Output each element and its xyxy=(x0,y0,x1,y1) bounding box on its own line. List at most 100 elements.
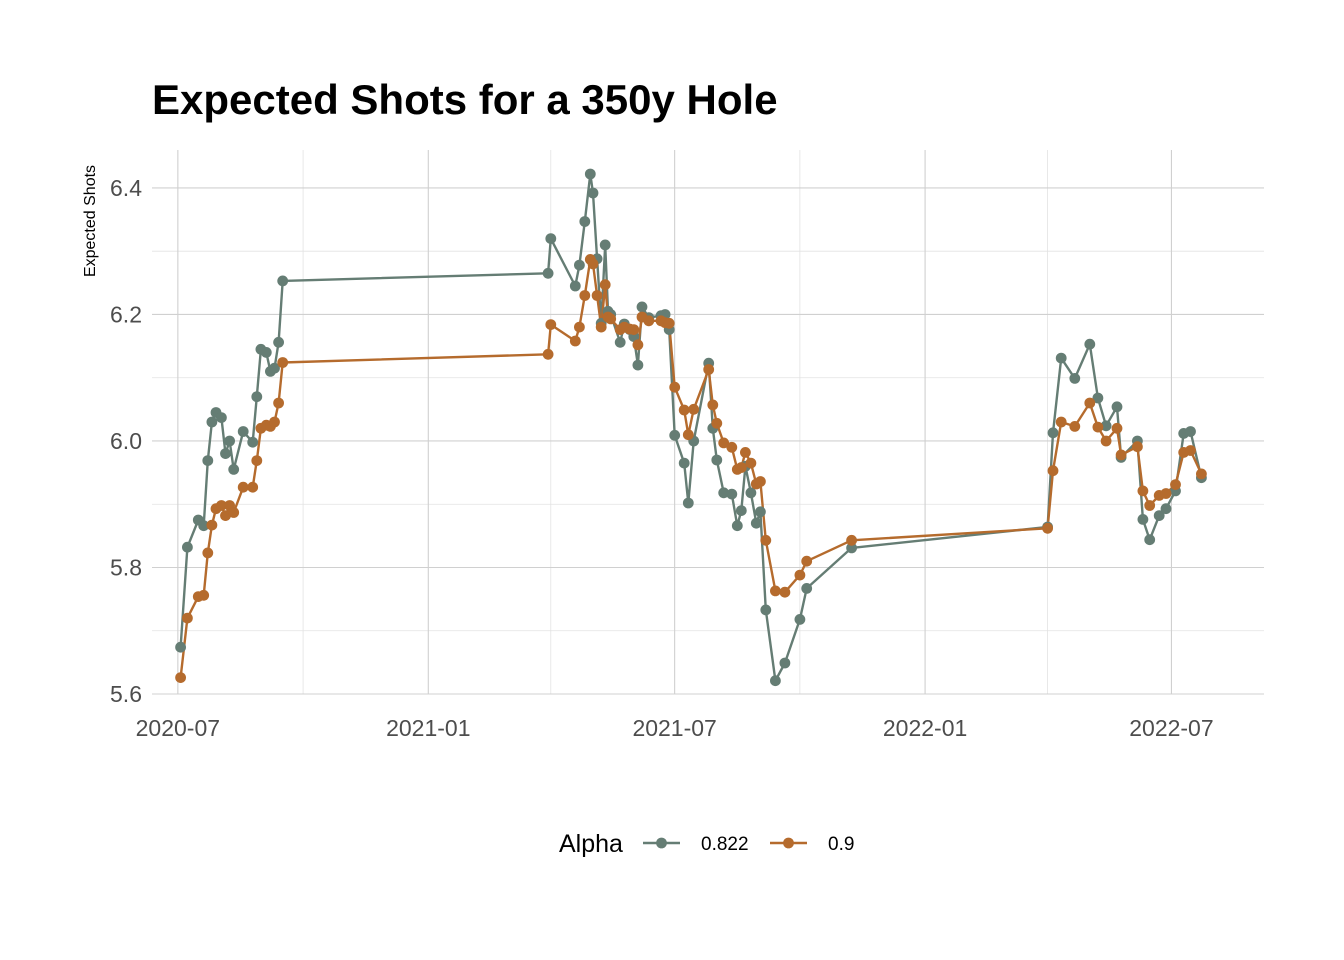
data-point xyxy=(1153,510,1165,521)
y-tick-label: 6.0 xyxy=(110,428,142,454)
data-point xyxy=(1092,421,1104,433)
data-point xyxy=(206,519,218,531)
series-lines xyxy=(179,172,1203,682)
data-point xyxy=(220,448,231,459)
data-point xyxy=(605,313,617,325)
data-point xyxy=(202,455,214,466)
data-point xyxy=(760,534,772,546)
data-point xyxy=(574,321,585,333)
data-point xyxy=(703,364,715,375)
data-point xyxy=(277,357,289,368)
data-point xyxy=(595,321,607,333)
y-tick-label: 5.8 xyxy=(110,554,142,580)
x-tick-label: 2020-07 xyxy=(136,715,220,741)
data-point xyxy=(1115,449,1127,461)
data-point xyxy=(1047,465,1059,477)
data-point xyxy=(273,397,284,409)
data-point xyxy=(735,505,747,516)
data-point xyxy=(1100,435,1112,447)
data-point xyxy=(1111,401,1123,413)
data-point xyxy=(247,481,259,493)
y-tick-label: 6.2 xyxy=(110,301,142,327)
data-point xyxy=(750,517,762,529)
legend-title: Alpha xyxy=(559,830,623,858)
data-point xyxy=(643,315,655,327)
data-point xyxy=(182,612,193,624)
data-point xyxy=(545,319,557,330)
data-point xyxy=(636,301,648,313)
data-point xyxy=(614,336,626,348)
y-axis-label: Expected Shots xyxy=(82,165,99,277)
data-point xyxy=(247,436,259,448)
data-point xyxy=(574,259,585,271)
data-point xyxy=(599,279,611,291)
data-point xyxy=(669,381,681,393)
data-point xyxy=(1069,421,1081,432)
data-point xyxy=(260,347,272,358)
data-point xyxy=(731,520,743,532)
data-point xyxy=(1069,373,1081,384)
data-point xyxy=(237,426,249,437)
data-point xyxy=(545,233,557,245)
data-point xyxy=(745,457,757,469)
data-point xyxy=(569,335,581,347)
data-point xyxy=(584,168,596,180)
x-tick-label: 2021-07 xyxy=(632,715,716,741)
data-point xyxy=(632,359,644,371)
x-tick-label: 2021-01 xyxy=(386,715,470,741)
data-point xyxy=(794,614,806,625)
data-point xyxy=(1055,352,1067,364)
data-point xyxy=(669,429,681,441)
data-point xyxy=(202,547,214,559)
data-point xyxy=(587,258,599,270)
x-tick-label: 2022-07 xyxy=(1129,715,1213,741)
data-point xyxy=(682,429,694,441)
data-point xyxy=(678,457,690,469)
data-point xyxy=(770,675,781,687)
data-point xyxy=(1160,488,1172,499)
data-point xyxy=(224,435,236,447)
data-point xyxy=(1137,485,1149,497)
data-point xyxy=(1137,514,1149,525)
data-point xyxy=(273,336,284,348)
data-point xyxy=(846,542,857,554)
data-point xyxy=(228,507,240,518)
data-point xyxy=(228,464,240,475)
data-point xyxy=(755,506,766,518)
x-tick-label: 2022-01 xyxy=(883,715,967,741)
data-point xyxy=(216,500,227,511)
data-point xyxy=(779,657,791,669)
data-point xyxy=(1144,534,1156,546)
data-point xyxy=(718,487,730,499)
data-point xyxy=(1092,392,1104,404)
data-point xyxy=(175,672,187,683)
data-point xyxy=(198,520,210,532)
y-axis-ticks: 5.6 5.8 6.0 6.2 6.4 xyxy=(110,175,142,707)
data-point xyxy=(1132,441,1143,453)
legend-label: 0.9 xyxy=(828,834,854,855)
chart-title: Expected Shots for a 350y Hole xyxy=(152,76,778,123)
data-point xyxy=(801,583,813,594)
data-point xyxy=(718,437,730,449)
data-point xyxy=(632,339,644,351)
data-point xyxy=(707,399,719,411)
data-point xyxy=(688,403,700,415)
data-point xyxy=(277,275,289,287)
data-point xyxy=(591,290,603,301)
data-point xyxy=(198,589,210,601)
data-point xyxy=(779,586,791,598)
data-point xyxy=(846,534,857,546)
data-point xyxy=(1185,426,1196,437)
data-point xyxy=(726,441,738,453)
data-point xyxy=(711,454,723,466)
data-point xyxy=(1185,445,1196,456)
data-point xyxy=(1144,500,1156,511)
data-point xyxy=(1196,468,1207,480)
data-point xyxy=(755,476,766,487)
data-point xyxy=(760,604,772,616)
data-point xyxy=(1084,338,1096,350)
data-point xyxy=(237,481,249,493)
data-point xyxy=(599,239,611,251)
legend: Alpha 0.822 0.9 xyxy=(559,830,854,858)
legend-key-point xyxy=(656,837,667,849)
